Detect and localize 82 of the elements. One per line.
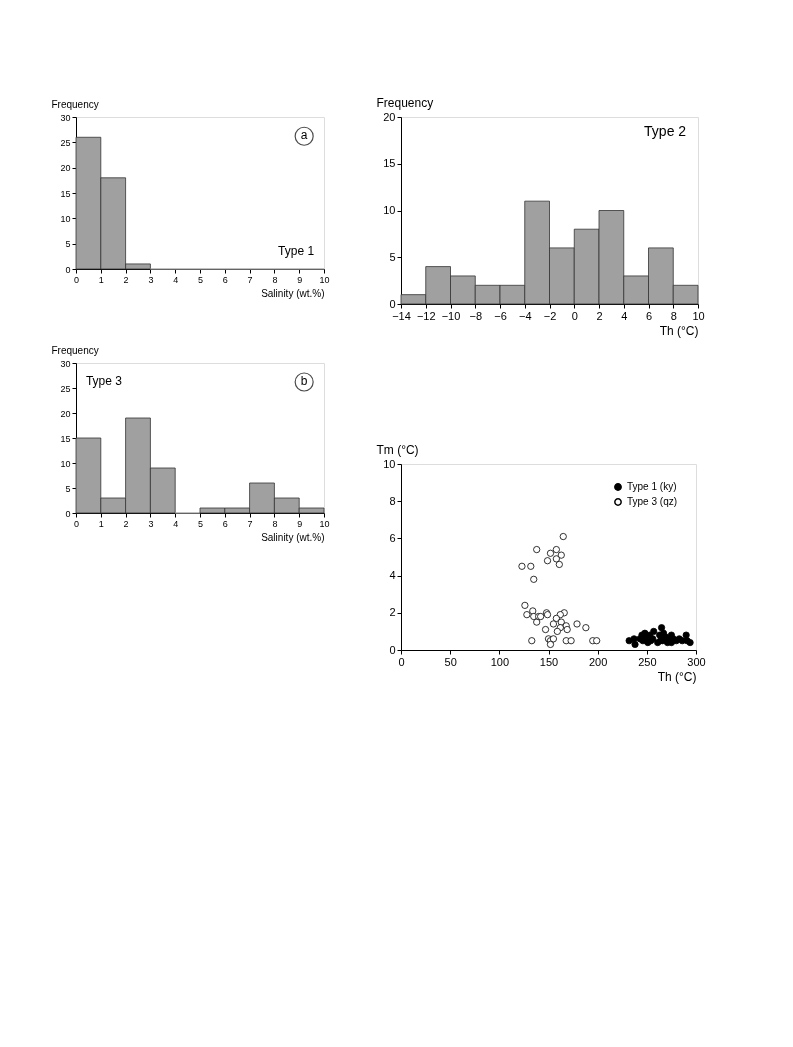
y-axis-title: Frequency (376, 95, 434, 110)
x-axis-title: Salinity (wt.%) (261, 531, 325, 543)
y-tick-label: 20 (60, 163, 71, 174)
x-tick-label: 6 (222, 274, 228, 285)
x-axis-title: Th (°C) (659, 323, 699, 338)
y-tick-label: 10 (383, 204, 396, 216)
x-tick-label: 5 (197, 274, 204, 285)
y-tick-label: 10 (60, 213, 71, 224)
x-tick-label: 9 (297, 274, 303, 285)
y-axis-title: Frequency (51, 344, 99, 356)
legend-label: Type 1 (ky) (627, 481, 677, 492)
x-tick-label: 4 (173, 274, 179, 285)
x-tick-label: 4 (621, 309, 628, 322)
x-tick-label: −6 (494, 309, 507, 322)
annotation: a (300, 128, 308, 143)
x-tick-label: 10 (319, 518, 330, 529)
x-tick-label: 4 (173, 518, 179, 529)
x-tick-label: 250 (638, 655, 657, 668)
x-tick-label: 150 (539, 655, 559, 668)
x-tick-label: 10 (692, 309, 705, 322)
x-tick-label: 3 (148, 518, 154, 529)
x-tick-label: 5 (197, 518, 204, 529)
y-tick-label: 5 (65, 483, 71, 494)
y-tick-label: 15 (383, 157, 396, 170)
x-tick-label: 0 (73, 274, 80, 285)
y-tick-label: 20 (383, 110, 396, 123)
x-tick-label: −4 (518, 309, 532, 322)
y-tick-label: 20 (60, 408, 71, 419)
x-tick-label: 300 (687, 655, 706, 668)
annotation: Type 2 (644, 122, 687, 139)
y-tick-label: 6 (389, 531, 396, 544)
y-tick-label: 8 (389, 494, 396, 507)
annotation: Type 3 (85, 374, 123, 388)
y-tick-label: 0 (65, 264, 71, 275)
x-tick-label: 2 (123, 518, 129, 529)
x-axis-title: Salinity (wt.%) (261, 287, 325, 299)
x-tick-label: −8 (469, 309, 483, 322)
x-tick-label: 7 (247, 274, 253, 285)
x-tick-label: 1 (98, 518, 104, 529)
y-tick-label: 0 (65, 508, 71, 519)
y-tick-label: 30 (60, 112, 71, 123)
x-tick-label: 100 (490, 655, 510, 668)
y-tick-label: 15 (60, 433, 71, 444)
y-tick-label: 5 (65, 239, 71, 250)
x-tick-label: 0 (398, 655, 405, 668)
y-axis-title: Frequency (51, 98, 99, 110)
x-tick-label: 2 (123, 274, 129, 285)
y-tick-label: 4 (389, 569, 396, 582)
x-tick-label: −12 (416, 309, 436, 322)
x-tick-label: 200 (588, 655, 608, 668)
x-axis-title: Th (°C) (657, 669, 697, 684)
y-tick-label: 15 (60, 188, 71, 199)
x-tick-label: 10 (319, 274, 330, 285)
y-tick-label: 10 (60, 458, 71, 469)
x-tick-label: 3 (148, 274, 154, 285)
y-tick-label: 2 (389, 606, 396, 619)
x-tick-label: 6 (645, 309, 653, 322)
x-tick-label: 8 (272, 518, 278, 529)
y-tick-label: 25 (60, 137, 71, 148)
x-tick-label: 9 (297, 518, 303, 529)
annotation: Type 1 (278, 243, 315, 258)
x-tick-label: 8 (272, 274, 278, 285)
legend-label: Type 3 (qz) (627, 496, 678, 507)
x-tick-label: 1 (98, 274, 104, 285)
y-tick-label: 5 (389, 250, 396, 263)
x-tick-label: 6 (222, 518, 228, 529)
y-tick-label: 0 (389, 643, 396, 656)
x-tick-label: 0 (571, 309, 578, 322)
x-tick-label: 0 (73, 518, 80, 529)
y-tick-label: 10 (383, 457, 396, 470)
x-tick-label: 50 (444, 655, 457, 668)
y-tick-label: 25 (60, 383, 71, 394)
annotation: b (300, 374, 308, 388)
x-tick-label: −14 (392, 309, 411, 322)
x-tick-label: 2 (596, 309, 603, 322)
x-tick-label: −2 (543, 309, 557, 322)
x-tick-label: 8 (670, 309, 677, 322)
y-tick-label: 0 (389, 297, 396, 310)
x-tick-label: −10 (441, 309, 461, 322)
x-tick-label: 7 (247, 518, 253, 529)
y-axis-title: Tm (°C) (376, 442, 419, 457)
y-tick-label: 30 (60, 358, 71, 369)
